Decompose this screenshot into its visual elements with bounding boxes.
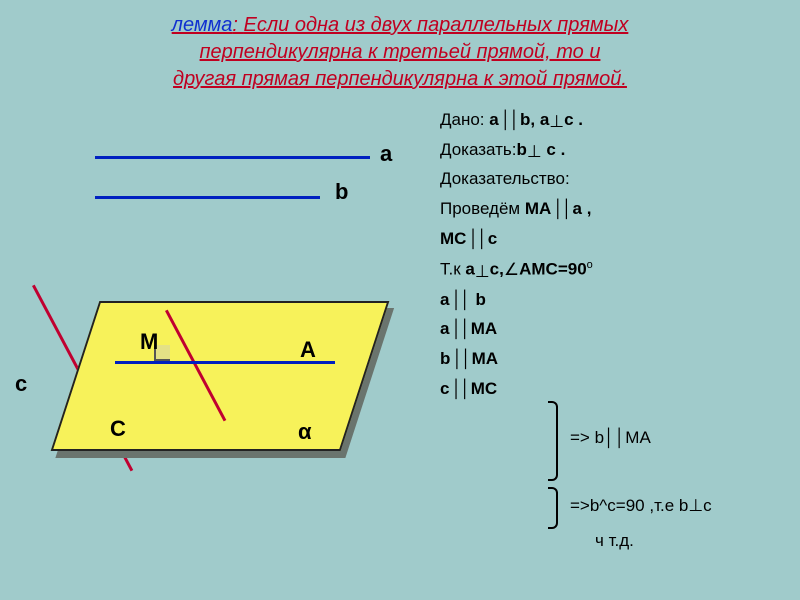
qed: ч т.д. bbox=[595, 531, 634, 551]
construct-c: с bbox=[488, 229, 497, 248]
plane-alpha bbox=[51, 301, 390, 451]
brace-icon bbox=[548, 487, 558, 529]
construct-row-1: Проведём МА││a , bbox=[440, 200, 790, 219]
implication-2: =>b^c=90 ,т.е b⊥с bbox=[570, 496, 712, 516]
rel-bma-b: b bbox=[440, 349, 450, 368]
given-a2: a bbox=[540, 110, 549, 129]
line-a bbox=[95, 156, 370, 159]
label-C: С bbox=[110, 416, 126, 442]
proof-label: Доказательство: bbox=[440, 169, 570, 188]
lemma-line2a: перпендикулярна к третьей bbox=[200, 41, 471, 63]
parallel-icon: ││ bbox=[551, 199, 572, 218]
since-row: Т.к a ⊥ с, ∠ АМС=90o bbox=[440, 259, 790, 279]
given-prefix: Дано: bbox=[440, 110, 489, 129]
perpendicular-icon: ⊥ bbox=[475, 263, 490, 282]
given-a: a bbox=[489, 110, 498, 129]
degree-icon: o bbox=[587, 259, 593, 271]
parallel-icon: ││ bbox=[449, 379, 470, 398]
label-A: А bbox=[300, 337, 316, 363]
parallel-icon: ││ bbox=[450, 349, 471, 368]
construct-mc: МС bbox=[440, 229, 466, 248]
since-a: a bbox=[465, 260, 474, 279]
angle-icon: ∠ bbox=[504, 261, 519, 280]
lemma-line1: Если одна из двух параллельных прямых bbox=[244, 14, 629, 36]
perpendicular-icon: ⊥ bbox=[549, 113, 564, 132]
parallel-icon: ││ bbox=[449, 290, 470, 309]
lemma-word: лемма bbox=[172, 14, 233, 36]
given-row: Дано: a││b, a ⊥ с . bbox=[440, 111, 790, 130]
body: a b c α М А С Дано: a││b, a ⊥ с . Доказа… bbox=[0, 101, 800, 581]
rel-cmc-mc: МС bbox=[471, 379, 497, 398]
since-c: с, bbox=[490, 260, 504, 279]
parallel-icon: ││ bbox=[466, 229, 487, 248]
construct-prefix: Проведём bbox=[440, 199, 525, 218]
lemma-line3: другая прямая перпендикулярна к этой пря… bbox=[173, 68, 627, 90]
label-c: c bbox=[15, 371, 27, 397]
parallel-icon: ││ bbox=[499, 110, 520, 129]
rel-ab-b: b bbox=[471, 290, 486, 309]
rel-bma: b││МА bbox=[440, 350, 790, 369]
rel-bma-ma: МА bbox=[472, 349, 498, 368]
colon: : bbox=[232, 14, 243, 36]
prove-row: Доказать:b⊥ с . bbox=[440, 141, 790, 160]
implication-1: => b││МА bbox=[570, 428, 651, 448]
prove-b: b bbox=[516, 140, 526, 159]
construct-ma: МА bbox=[525, 199, 551, 218]
since-prefix: Т.к bbox=[440, 260, 465, 279]
rel-ama-ma: МА bbox=[471, 319, 497, 338]
proof-label-row: Доказательство: bbox=[440, 170, 790, 189]
rel-ama: a││МА bbox=[440, 320, 790, 339]
label-a: a bbox=[380, 141, 392, 167]
rel-cmc: с││МС bbox=[440, 380, 790, 399]
construct-row-2: МС││с bbox=[440, 230, 790, 249]
given-b: b, bbox=[520, 110, 540, 129]
rel-ab: a││ b bbox=[440, 291, 790, 310]
parallel-icon: ││ bbox=[449, 319, 470, 338]
lemma-line2b: прямой, то и bbox=[471, 41, 600, 63]
diagram: a b c α М А С bbox=[0, 101, 420, 581]
construct-a: a , bbox=[573, 199, 592, 218]
lemma-header: лемма: Если одна из двух параллельных пр… bbox=[0, 0, 800, 101]
label-b: b bbox=[335, 179, 348, 205]
label-alpha: α bbox=[298, 419, 312, 445]
prove-c: с . bbox=[542, 140, 566, 159]
given-c: с . bbox=[564, 110, 583, 129]
brace-icon bbox=[548, 401, 558, 481]
proof-column: Дано: a││b, a ⊥ с . Доказать:b⊥ с . Дока… bbox=[440, 111, 790, 410]
label-M: М bbox=[140, 329, 158, 355]
amc-90: АМС=90 bbox=[519, 260, 587, 279]
line-b bbox=[95, 196, 320, 199]
prove-prefix: Доказать: bbox=[440, 140, 516, 159]
perpendicular-icon: ⊥ bbox=[527, 143, 542, 162]
